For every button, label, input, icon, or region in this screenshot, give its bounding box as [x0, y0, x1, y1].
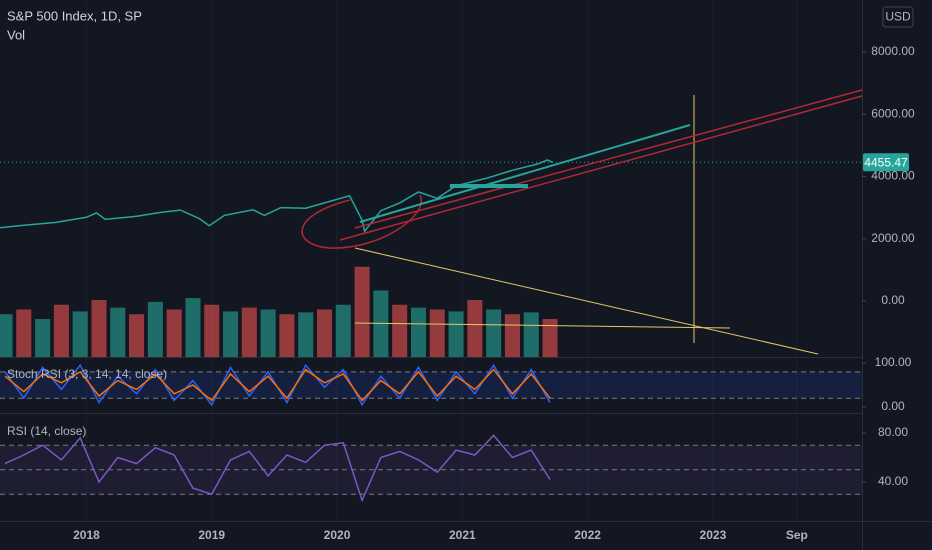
trend-line	[359, 124, 691, 223]
trend-line	[339, 95, 863, 241]
y-tick-label: 8000.00	[871, 44, 915, 58]
y-tick-label: 100.00	[875, 355, 912, 369]
band-fill	[0, 445, 862, 495]
volume-bar	[72, 311, 88, 357]
volume-bar	[429, 309, 445, 357]
volume-bar	[279, 314, 295, 357]
currency-button[interactable]	[882, 6, 914, 28]
volume-bar	[335, 304, 351, 357]
drawings	[301, 89, 863, 355]
volume-bar	[185, 298, 201, 357]
y-tick-label: 4000.00	[871, 169, 915, 183]
volume-bar	[147, 301, 163, 357]
volume-bar	[504, 314, 520, 357]
y-tick-label: 40.00	[878, 474, 908, 488]
x-tick-label: Sep	[786, 528, 808, 542]
volume-bar	[316, 309, 333, 357]
x-tick-label: 2022	[574, 528, 601, 542]
currency[interactable]: USD	[885, 10, 911, 24]
volume-bar	[241, 307, 257, 357]
volume-bar	[523, 312, 539, 357]
pane-title: RSI (14, close)	[7, 424, 86, 438]
trend-line	[354, 322, 731, 329]
series-line	[4, 434, 551, 503]
last-price-label: 4455.47	[864, 155, 908, 169]
volume-bar	[392, 304, 408, 357]
volume-bar	[467, 300, 483, 357]
panes: 2018 2019 2020 2021 2022 2023 Sep 0.00 2000.00 40…	[0, 0, 915, 542]
volume-bar	[354, 266, 370, 357]
chart-subtitle: Vol	[7, 27, 25, 42]
volume-bar	[129, 314, 145, 357]
volume-bar	[204, 304, 220, 357]
x-tick-label: 2018	[73, 528, 100, 542]
trend-line	[354, 89, 863, 229]
series-line	[4, 368, 551, 402]
x-tick-label: 2021	[449, 528, 476, 542]
volume-bar	[410, 307, 426, 357]
y-tick-label: 6000.00	[871, 106, 915, 120]
volume-bar	[542, 319, 558, 357]
volume-bar	[298, 312, 314, 357]
y-tick-label: 0.00	[881, 399, 905, 413]
volume-bar	[35, 319, 51, 357]
y-tick-label: 80.00	[878, 425, 908, 439]
volume-bar	[91, 300, 107, 357]
volume-bar	[223, 311, 239, 357]
trend-line	[354, 247, 819, 355]
volume-bar	[260, 309, 276, 357]
ellipse	[301, 194, 423, 249]
volume-bar	[0, 314, 13, 357]
y-tick-label: 0.00	[881, 293, 905, 307]
volume-bar	[486, 309, 502, 357]
volume-bar	[16, 309, 32, 357]
y-tick-label: 2000.00	[871, 231, 915, 245]
volume-bar	[53, 304, 69, 357]
volume-bar	[448, 311, 464, 357]
last-price-chip	[863, 153, 909, 172]
pane-title: Stoch RSI (3, 3, 14, 14, close)	[7, 367, 167, 381]
x-tick-label: 2023	[700, 528, 727, 542]
volume-bar	[110, 307, 126, 357]
volume-bar	[166, 309, 182, 357]
chart-title: S&P 500 Index, 1D, SP	[7, 8, 142, 23]
x-tick-label: 2020	[324, 528, 351, 542]
x-tick-label: 2019	[198, 528, 225, 542]
